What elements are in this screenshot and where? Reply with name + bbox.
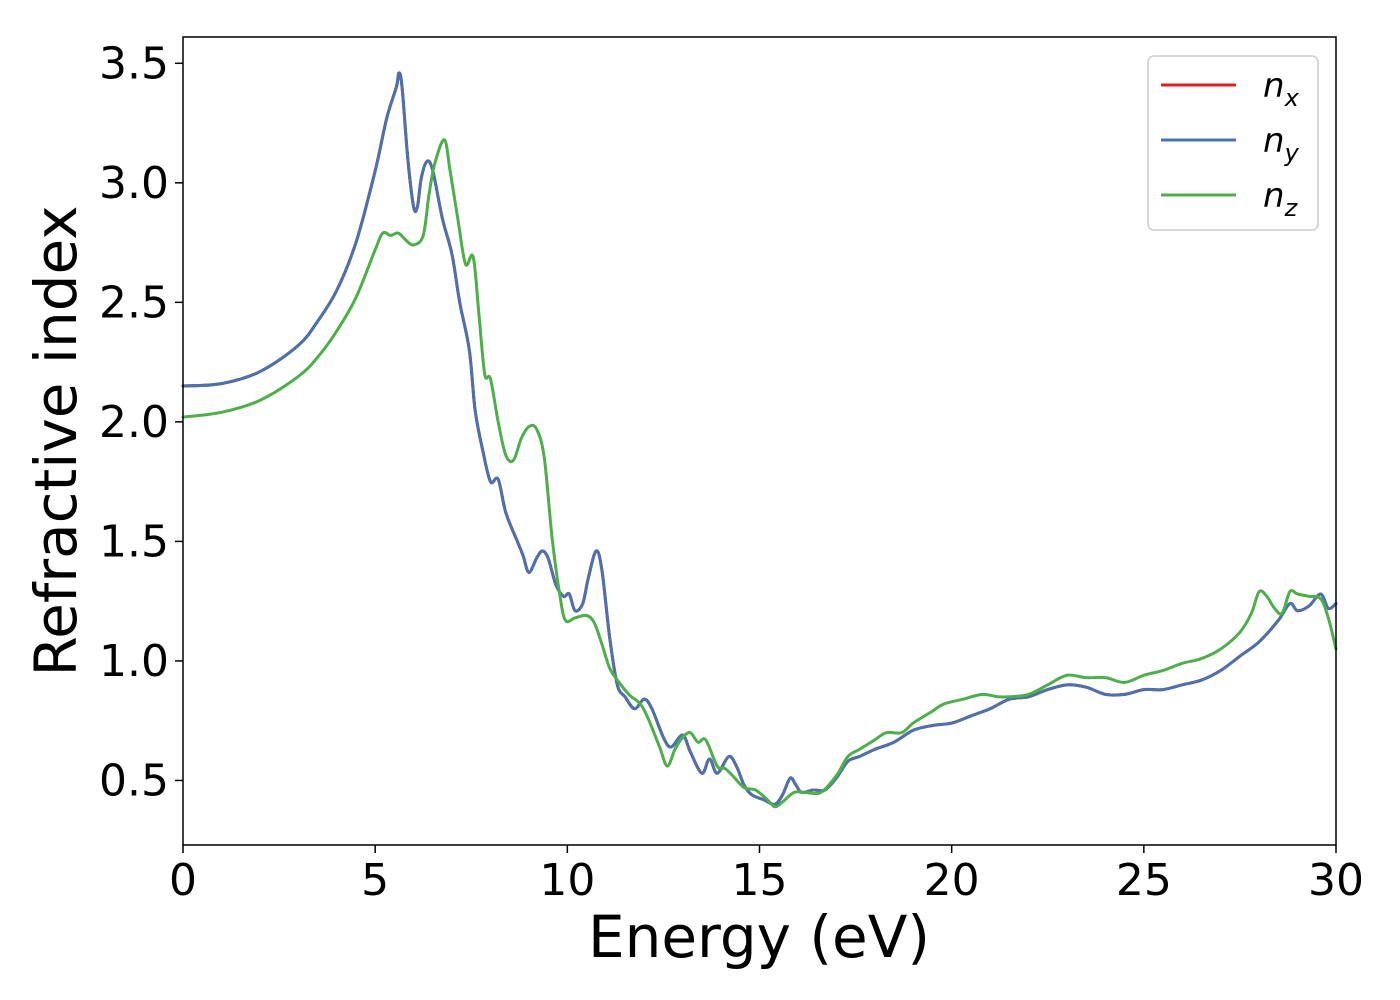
x-tick-label: 0: [169, 855, 197, 906]
x-tick-label: 25: [1116, 855, 1172, 906]
y-tick-label: 1.5: [99, 516, 169, 567]
y-axis-title: Refractive index: [22, 205, 90, 676]
legend-label-nz: nz: [1263, 176, 1299, 222]
y-tick-label: 2.0: [99, 397, 169, 448]
x-axis-title: Energy (eV): [588, 903, 930, 971]
tick-layer: 0 5 10 15 20 25 30 0.5 1.0 1.5 2.0 2.5 3.0 3.5: [99, 38, 1364, 906]
series-layer: [181, 71, 1338, 809]
y-tick-label: 0.5: [99, 755, 169, 806]
x-tick-label: 5: [361, 855, 389, 906]
series-line-ny: [181, 71, 1338, 806]
legend-box: [1147, 55, 1319, 231]
x-tick-label: 20: [924, 855, 980, 906]
legend: nx ny nz: [1147, 55, 1319, 231]
x-tick-label: 30: [1308, 855, 1364, 906]
legend-label-ny: ny: [1263, 121, 1300, 167]
x-tick-label: 15: [732, 855, 788, 906]
series-line-nz: [181, 138, 1338, 809]
x-tick-label: 10: [539, 855, 595, 906]
y-tick-label: 2.5: [99, 277, 169, 328]
legend-label-nx: nx: [1263, 66, 1300, 112]
y-tick-label: 1.0: [99, 636, 169, 687]
y-tick-label: 3.5: [99, 38, 169, 89]
y-tick-label: 3.0: [99, 158, 169, 209]
